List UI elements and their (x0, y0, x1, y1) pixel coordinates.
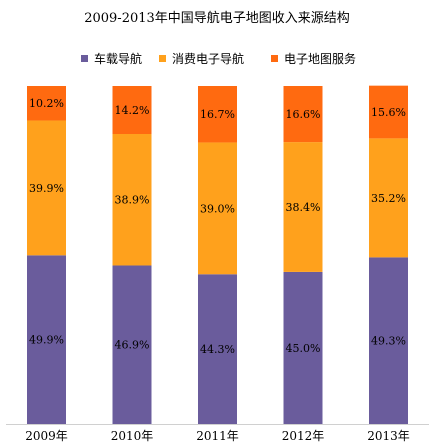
data-label-2-1: 14.2% (115, 104, 150, 117)
bar-segment-2-4 (369, 85, 408, 139)
data-label-1-3: 38.4% (286, 201, 321, 214)
bar-segment-1-1 (112, 133, 152, 266)
bar-segment-1-2 (198, 142, 237, 275)
data-label-0-1: 46.9% (115, 339, 150, 352)
bar-segment-1-0 (27, 120, 66, 256)
legend-label-0: 车载导航 (94, 51, 142, 66)
data-label-1-1: 38.9% (115, 194, 150, 207)
legend-swatch-2 (271, 55, 278, 62)
data-label-2-0: 10.2% (29, 97, 64, 110)
legend-swatch-0 (81, 55, 88, 62)
bar-segment-0-2 (198, 274, 237, 424)
bar-segment-1-3 (283, 142, 323, 272)
data-label-2-2: 16.7% (200, 108, 235, 121)
bar-segment-2-3 (283, 86, 323, 143)
x-tick-label-1: 2010年 (111, 429, 154, 443)
bar-segment-2-0 (27, 86, 66, 121)
x-axis-tick-labels: 2009年 2010年 2011年 2012年 2013年 (25, 429, 410, 443)
bar-segment-1-4 (369, 138, 408, 258)
bar-segment-2-1 (112, 86, 152, 134)
x-tick-label-4: 2013年 (367, 429, 410, 443)
data-label-0-4: 49.3% (371, 335, 406, 348)
plot-area: 49.9% 39.9% 10.2% 46.9% 38.9% 14.2% 44.3% 39.0%… (27, 85, 408, 424)
bar-segment-0-1 (112, 265, 152, 424)
legend-label-1: 消费电子导航 (172, 51, 244, 66)
x-tick-label-0: 2009年 (25, 429, 68, 443)
bar-segment-2-2 (198, 86, 237, 143)
data-label-2-4: 15.6% (371, 106, 406, 119)
data-label-1-2: 39.0% (200, 202, 235, 215)
data-label-2-3: 16.6% (286, 108, 321, 121)
legend-swatch-1 (159, 55, 166, 62)
data-label-0-3: 45.0% (286, 342, 321, 355)
data-label-0-2: 44.3% (200, 343, 235, 356)
data-label-1-0: 39.9% (29, 182, 64, 195)
chart-title: 2009-2013年中国导航电子地图收入来源结构 (84, 10, 350, 26)
legend-label-2: 电子地图服务 (284, 51, 356, 66)
data-label-1-4: 35.2% (371, 192, 406, 205)
bar-segment-0-0 (27, 255, 66, 424)
x-tick-label-2: 2011年 (196, 429, 239, 443)
bar-segment-0-4 (369, 257, 408, 424)
data-label-0-0: 49.9% (29, 334, 64, 347)
x-tick-label-3: 2012年 (282, 429, 325, 443)
bar-segment-0-3 (283, 271, 323, 424)
legend: 车载导航 消费电子导航 电子地图服务 (81, 51, 356, 66)
